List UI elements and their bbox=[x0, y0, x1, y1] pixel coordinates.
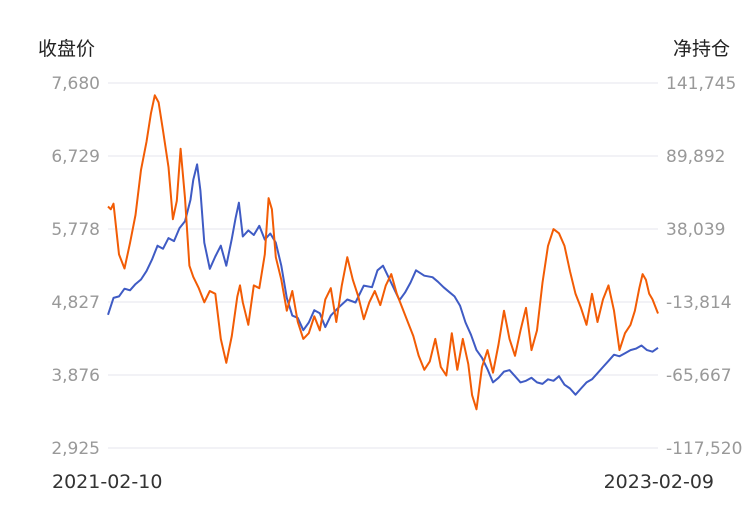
gridlines bbox=[108, 82, 658, 449]
left-tick-label: 2,925 bbox=[51, 439, 100, 459]
left-tick-labels: 7,680 6,729 5,778 4,827 3,876 2,925 bbox=[51, 74, 100, 459]
right-tick-label: -117,520 bbox=[666, 439, 742, 459]
x-start-label: 2021-02-10 bbox=[52, 471, 162, 493]
left-axis-title: 收盘价 bbox=[38, 38, 95, 60]
x-end-label: 2023-02-09 bbox=[604, 471, 714, 493]
left-tick-label: 5,778 bbox=[51, 220, 100, 240]
series-lines bbox=[107, 94, 659, 411]
left-tick-label: 7,680 bbox=[51, 74, 100, 94]
right-tick-label: 141,745 bbox=[666, 74, 736, 94]
right-tick-label: 38,039 bbox=[666, 220, 725, 240]
right-tick-label: -13,814 bbox=[666, 293, 732, 313]
left-tick-label: 4,827 bbox=[51, 293, 100, 313]
net-position-line bbox=[107, 94, 659, 411]
left-tick-label: 6,729 bbox=[51, 147, 100, 167]
right-tick-labels: 141,745 89,892 38,039 -13,814 -65,667 -117,52… bbox=[666, 74, 742, 459]
left-tick-label: 3,876 bbox=[51, 366, 100, 386]
close-price-line bbox=[107, 163, 659, 396]
right-axis-title: 净持仓 bbox=[673, 38, 730, 60]
right-tick-label: -65,667 bbox=[666, 366, 732, 386]
right-tick-label: 89,892 bbox=[666, 147, 725, 167]
